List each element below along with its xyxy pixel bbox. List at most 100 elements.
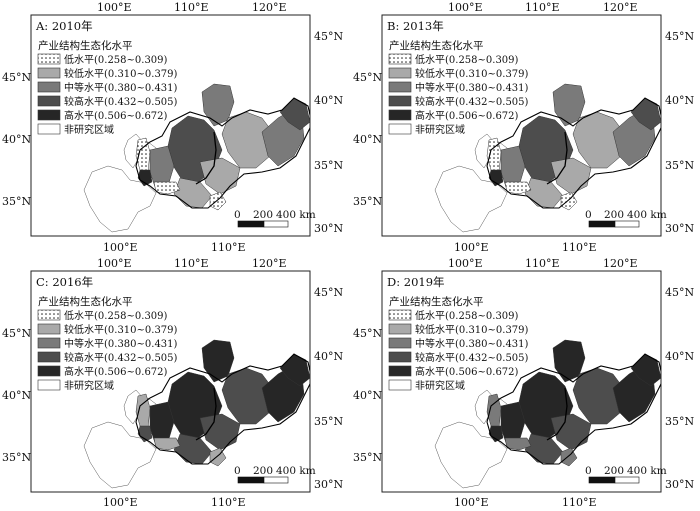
lat-right-b-0: 45°N [665, 30, 694, 43]
lon-bottom-d-1: 110°E [562, 496, 597, 509]
legend-item-c-1: 较低水平(0.310~0.379) [37, 323, 178, 336]
legend-label-a-4: 高水平(0.506~0.672) [64, 109, 168, 122]
panel-title-d: D: 2019年 [387, 275, 445, 289]
lon-top-a-1: 110°E [174, 1, 209, 14]
study-region-1 [201, 83, 235, 127]
legend-label-c-4: 高水平(0.506~0.672) [64, 365, 168, 378]
lon-bottom-a-0: 100°E [103, 241, 138, 254]
legend-label-c-1: 较低水平(0.310~0.379) [64, 323, 178, 336]
legend-item-c-0: 低水平(0.258~0.309) [37, 309, 168, 322]
legend-title-a: 产业结构生态化水平 [38, 39, 133, 52]
panel-title-c: C: 2016年 [36, 275, 93, 289]
lon-bottom-d-0: 100°E [454, 496, 489, 509]
map-body-b [434, 83, 661, 233]
non-study-region-0 [83, 165, 157, 233]
legend-item-d-5: 非研究区域 [388, 379, 465, 392]
legend-label-c-5: 非研究区域 [64, 379, 114, 392]
legend-label-c-2: 中等水平(0.380~0.431) [64, 337, 178, 350]
study-region-10 [560, 191, 578, 211]
lon-top-b-1: 110°E [525, 1, 560, 14]
lon-bottom-a-1: 110°E [211, 241, 246, 254]
lon-bottom-b-1: 110°E [562, 241, 597, 254]
lon-top-a-0: 100°E [97, 1, 132, 14]
lat-right-c-0: 45°N [314, 286, 343, 299]
study-region-7 [550, 157, 592, 195]
study-region-7 [199, 413, 241, 451]
legend-title-c: 产业结构生态化水平 [38, 295, 133, 308]
legend-item-c-4: 高水平(0.506~0.672) [37, 365, 168, 378]
study-region-11 [137, 169, 153, 187]
study-region-2 [221, 111, 275, 169]
legend-item-d-0: 低水平(0.258~0.309) [388, 309, 519, 322]
legend-label-a-3: 较高水平(0.432~0.505) [64, 95, 178, 108]
lon-bottom-c-0: 100°E [103, 496, 138, 509]
legend-label-b-1: 较低水平(0.310~0.379) [415, 67, 529, 80]
lat-right-d-0: 45°N [665, 286, 694, 299]
legend-label-b-3: 较高水平(0.432~0.505) [415, 95, 529, 108]
non-study-region-0 [83, 421, 157, 489]
legend-label-d-2: 中等水平(0.380~0.431) [415, 337, 529, 350]
map-panel-d: D: 2019年 产业结构生态化水平 低水平(0.258~0.309) 较低水平… [353, 257, 694, 509]
lat-right-d-3: 30°N [665, 478, 694, 491]
scale-label-d-1: 200 [604, 465, 624, 477]
scale-label-c-1: 200 [253, 465, 273, 477]
legend-item-a-3: 较高水平(0.432~0.505) [37, 95, 178, 108]
legend-label-a-5: 非研究区域 [64, 123, 114, 136]
lon-top-c-0: 100°E [97, 257, 132, 270]
map-body-a [83, 83, 310, 233]
scale-bar-a: 0 200 400 km [234, 209, 316, 228]
legend-label-d-0: 低水平(0.258~0.309) [415, 309, 519, 322]
scale-label-d-2: 400 km [627, 465, 667, 477]
scale-label-b-0: 0 [585, 209, 592, 221]
lat-left-d-2: 35°N [353, 451, 382, 464]
legend-label-d-1: 较低水平(0.310~0.379) [415, 323, 529, 336]
lon-top-d-0: 100°E [448, 257, 483, 270]
scale-label-a-0: 0 [234, 209, 241, 221]
lat-left-d-1: 40°N [353, 389, 382, 402]
study-region-1 [201, 339, 235, 383]
river-line [546, 131, 568, 185]
legend-b: 产业结构生态化水平 低水平(0.258~0.309) 较低水平(0.310~0.… [388, 39, 529, 136]
lat-right-b-1: 40°N [665, 94, 694, 107]
lat-left-b-2: 35°N [353, 195, 382, 208]
scale-label-b-2: 400 km [627, 209, 667, 221]
lat-left-c-1: 40°N [2, 389, 31, 402]
legend-label-d-3: 较高水平(0.432~0.505) [415, 351, 529, 364]
scale-label-a-2: 400 km [276, 209, 316, 221]
study-region-11 [488, 425, 504, 443]
study-region-7 [550, 413, 592, 451]
study-region-2 [572, 367, 626, 425]
legend-item-d-4: 高水平(0.506~0.672) [388, 365, 519, 378]
lon-top-a-2: 120°E [252, 1, 287, 14]
legend-item-a-0: 低水平(0.258~0.309) [37, 53, 168, 66]
scale-label-b-1: 200 [604, 209, 624, 221]
legend-title-d: 产业结构生态化水平 [389, 295, 484, 308]
map-panel-a: A: 2010年 产业结构生态化水平 低水平(0.258~0.309) 较低水平… [2, 1, 343, 254]
legend-label-d-4: 高水平(0.506~0.672) [415, 365, 519, 378]
legend-label-c-0: 低水平(0.258~0.309) [64, 309, 168, 322]
river-line [195, 387, 217, 441]
scale-label-d-0: 0 [585, 465, 592, 477]
non-study-region-0 [434, 165, 508, 233]
legend-c: 产业结构生态化水平 低水平(0.258~0.309) 较低水平(0.310~0.… [37, 295, 178, 392]
lon-bottom-b-0: 100°E [454, 241, 489, 254]
map-panel-b: B: 2013年 产业结构生态化水平 低水平(0.258~0.309) 较低水平… [353, 1, 694, 254]
legend-item-a-5: 非研究区域 [37, 123, 114, 136]
lat-right-d-1: 40°N [665, 350, 694, 363]
lat-right-a-0: 45°N [314, 30, 343, 43]
legend-item-c-3: 较高水平(0.432~0.505) [37, 351, 178, 364]
legend-label-d-5: 非研究区域 [415, 379, 465, 392]
study-region-7 [199, 157, 241, 195]
lon-top-d-2: 120°E [603, 257, 638, 270]
legend-label-b-5: 非研究区域 [415, 123, 465, 136]
study-area-outline [486, 353, 661, 465]
study-region-11 [488, 169, 504, 187]
lat-left-b-0: 45°N [353, 71, 382, 84]
legend-item-d-1: 较低水平(0.310~0.379) [388, 323, 529, 336]
legend-label-a-0: 低水平(0.258~0.309) [64, 53, 168, 66]
study-region-1 [552, 339, 586, 383]
legend-item-c-5: 非研究区域 [37, 379, 114, 392]
lat-right-c-1: 40°N [314, 350, 343, 363]
lat-left-c-2: 35°N [2, 451, 31, 464]
study-region-10 [209, 191, 227, 211]
